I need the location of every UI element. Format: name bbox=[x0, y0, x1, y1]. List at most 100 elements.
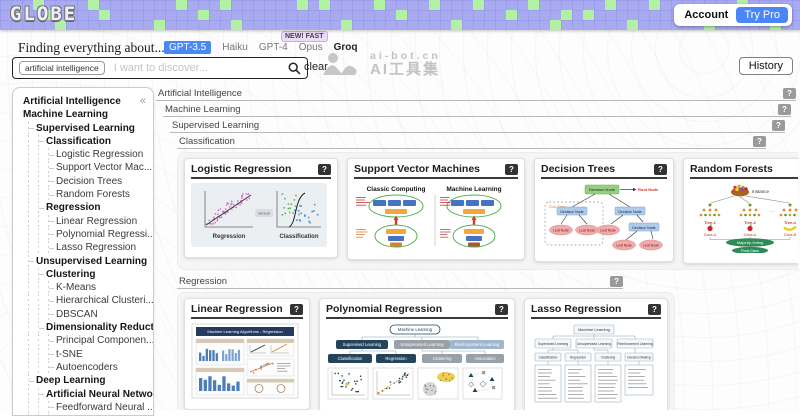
sidebar-item-polynomial-regression[interactable]: Polynomial Regressi... bbox=[13, 228, 153, 241]
tab-haiku[interactable]: Haiku bbox=[222, 42, 248, 53]
svg-text:Root Node: Root Node bbox=[638, 187, 659, 192]
sidebar-item-hierarchical[interactable]: Hierarchical Clusteri... bbox=[13, 294, 153, 307]
search-input[interactable] bbox=[112, 61, 281, 75]
help-button-regression[interactable]: ? bbox=[610, 276, 623, 287]
lasso-regression-thumbnail[interactable]: Machine Learning Supervised Learning Uns… bbox=[531, 323, 657, 405]
card-logistic-regression[interactable]: Logistic Regression ? Regression versus bbox=[184, 158, 338, 258]
card-title: Support Vector Machines bbox=[354, 163, 480, 175]
tab-gpt35[interactable]: GPT-3.5 bbox=[164, 41, 211, 54]
sidebar-item-regression[interactable]: Regression bbox=[13, 201, 153, 214]
account-button[interactable]: Account bbox=[684, 9, 728, 21]
sidebar-item-ann[interactable]: Artificial Neural Networ... bbox=[13, 388, 153, 401]
sidebar-item-feedforward[interactable]: Feedforward Neural ... bbox=[13, 401, 153, 414]
card-title: Lasso Regression bbox=[531, 303, 621, 315]
sidebar-item-clustering[interactable]: Clustering bbox=[13, 268, 153, 281]
svg-text:Supervised Learning: Supervised Learning bbox=[538, 342, 568, 346]
sidebar-item-label: Artificial Intelligence bbox=[23, 96, 121, 107]
svg-text:Reinforcement Learning: Reinforcement Learning bbox=[617, 342, 652, 346]
svg-text:Leaf Node: Leaf Node bbox=[616, 244, 632, 248]
svg-text:Class-A: Class-A bbox=[744, 233, 757, 237]
section-title-ml: Machine Learning bbox=[165, 104, 241, 115]
section-title-classification: Classification bbox=[179, 136, 235, 147]
svg-text:Leaf Node: Leaf Node bbox=[553, 229, 569, 233]
card-random-forests[interactable]: Random Forests ? Instance … bbox=[683, 158, 798, 264]
section-title-supervised: Supervised Learning bbox=[172, 120, 259, 131]
svg-text:Classification: Classification bbox=[539, 356, 558, 360]
card-linear-regression[interactable]: Linear Regression ? Machine Learning Alg… bbox=[184, 298, 310, 410]
card-polynomial-regression[interactable]: Polynomial Regression ? Machine Learning… bbox=[319, 298, 515, 410]
app-logo: GLOBE bbox=[10, 3, 77, 25]
search-icon[interactable] bbox=[288, 62, 301, 75]
svg-text:Tree-1: Tree-1 bbox=[704, 220, 717, 225]
sidebar-item-linear-regression[interactable]: Linear Regression bbox=[13, 215, 153, 228]
sidebar-item-tsne[interactable]: t-SNE bbox=[13, 348, 153, 361]
svg-text:Final-Class: Final-Class bbox=[741, 249, 759, 253]
history-button[interactable]: History bbox=[739, 57, 793, 75]
svg-text:Tree-2: Tree-2 bbox=[744, 220, 757, 225]
sidebar-item-decision-trees[interactable]: Decision Trees bbox=[13, 175, 153, 188]
svg-text:Classification: Classification bbox=[279, 234, 318, 240]
try-pro-button[interactable]: Try Pro bbox=[736, 7, 788, 23]
sidebar-item-kmeans[interactable]: K-Means bbox=[13, 281, 153, 294]
svg-text:Machine Learning: Machine Learning bbox=[446, 186, 501, 193]
watermark: ai-bot.cn AI工具集 bbox=[322, 51, 441, 78]
tab-opus[interactable]: Opus bbox=[299, 42, 323, 53]
collapse-sidebar-icon[interactable]: « bbox=[140, 95, 146, 108]
svg-text:Unsupervised Learning: Unsupervised Learning bbox=[400, 342, 444, 347]
card-help-button[interactable]: ? bbox=[290, 304, 303, 315]
ai-bot-logo-icon bbox=[322, 52, 362, 78]
svg-text:Instance: Instance bbox=[752, 189, 770, 194]
sidebar-item-dbscan[interactable]: DBSCAN bbox=[13, 308, 153, 321]
sidebar-item-lasso-regression[interactable]: Lasso Regression bbox=[13, 241, 153, 254]
svg-text:Decision Node: Decision Node bbox=[618, 210, 641, 214]
linear-regression-thumbnail[interactable]: Machine Learning Algorithms - Regression bbox=[191, 323, 299, 399]
card-lasso-regression[interactable]: Lasso Regression ? Machine Learning Supe… bbox=[524, 298, 668, 410]
svg-text:Regression: Regression bbox=[385, 356, 407, 361]
sidebar-item-logistic-regression[interactable]: Logistic Regression bbox=[13, 148, 153, 161]
svg-text:Association: Association bbox=[474, 356, 496, 361]
results-area: Artificial Intelligence ? Machine Learni… bbox=[156, 87, 798, 410]
help-button-classification[interactable]: ? bbox=[753, 136, 766, 147]
sidebar-item-pca[interactable]: Principal Componen... bbox=[13, 334, 153, 347]
tab-gpt4[interactable]: GPT-4 bbox=[259, 42, 288, 53]
svg-text:Decision Making: Decision Making bbox=[627, 356, 651, 360]
card-help-button[interactable]: ? bbox=[654, 164, 667, 175]
sidebar-item-deep-learning[interactable]: Deep Learning bbox=[13, 374, 153, 387]
help-button-supervised[interactable]: ? bbox=[772, 120, 785, 131]
random-forests-thumbnail[interactable]: Instance … Tree-1 Tree-2 Tree-n Class-A bbox=[690, 183, 798, 253]
help-button-ai[interactable]: ? bbox=[783, 88, 796, 99]
sidebar-item-dimensionality-reduction[interactable]: Dimensionality Reducti... bbox=[13, 321, 153, 334]
search-box[interactable]: artificial intelligence bbox=[12, 57, 308, 79]
logistic-regression-thumbnail[interactable]: Regression versus Classification bbox=[191, 183, 327, 247]
svg-text:Regression: Regression bbox=[213, 234, 246, 240]
svg-text:Class-A: Class-A bbox=[704, 233, 717, 237]
card-help-button[interactable]: ? bbox=[318, 164, 331, 175]
svg-text:Regression: Regression bbox=[570, 356, 586, 360]
search-tag-chip[interactable]: artificial intelligence bbox=[19, 61, 105, 75]
sidebar-item-support-vector[interactable]: Support Vector Mac... bbox=[13, 161, 153, 174]
sidebar-item-supervised-learning[interactable]: Supervised Learning bbox=[13, 122, 153, 135]
sidebar-item-classification[interactable]: Classification bbox=[13, 135, 153, 148]
svg-text:Tree-n: Tree-n bbox=[784, 220, 797, 225]
card-title: Decision Trees bbox=[541, 163, 615, 175]
help-button-ml[interactable]: ? bbox=[778, 104, 791, 115]
card-title: Logistic Regression bbox=[191, 163, 291, 175]
svm-thumbnail[interactable]: Classic Computing Machine Learning bbox=[354, 183, 514, 249]
card-help-button[interactable]: ? bbox=[495, 304, 508, 315]
card-support-vector-machines[interactable]: Support Vector Machines ? Classic Comput… bbox=[347, 158, 525, 260]
svg-text:versus: versus bbox=[258, 211, 270, 216]
sidebar-item-autoencoders[interactable]: Autoencoders bbox=[13, 361, 153, 374]
decision-trees-thumbnail[interactable]: Decision Node Root Node Sub-Tree Decisio… bbox=[541, 183, 663, 251]
svg-text:Class-B: Class-B bbox=[784, 233, 797, 237]
sidebar-item-unsupervised-learning[interactable]: Unsupervised Learning bbox=[13, 255, 153, 268]
polynomial-regression-thumbnail[interactable]: Machine Learning Supervised Learning Uns… bbox=[326, 323, 504, 401]
section-supervised-learning: Supervised Learning ? Classification ? L… bbox=[163, 119, 798, 410]
card-decision-trees[interactable]: Decision Trees ? Decision Node Root Node… bbox=[534, 158, 674, 262]
sidebar-item-artificial-intelligence[interactable]: Artificial Intelligence « bbox=[13, 95, 153, 108]
sidebar-item-machine-learning[interactable]: Machine Learning bbox=[13, 108, 153, 121]
card-help-button[interactable]: ? bbox=[648, 304, 661, 315]
svg-text:Decision Node: Decision Node bbox=[589, 187, 616, 192]
sidebar-item-random-forests[interactable]: Random Forests bbox=[13, 188, 153, 201]
card-help-button[interactable]: ? bbox=[505, 164, 518, 175]
svg-text:Reinforcement Learning: Reinforcement Learning bbox=[455, 342, 500, 347]
